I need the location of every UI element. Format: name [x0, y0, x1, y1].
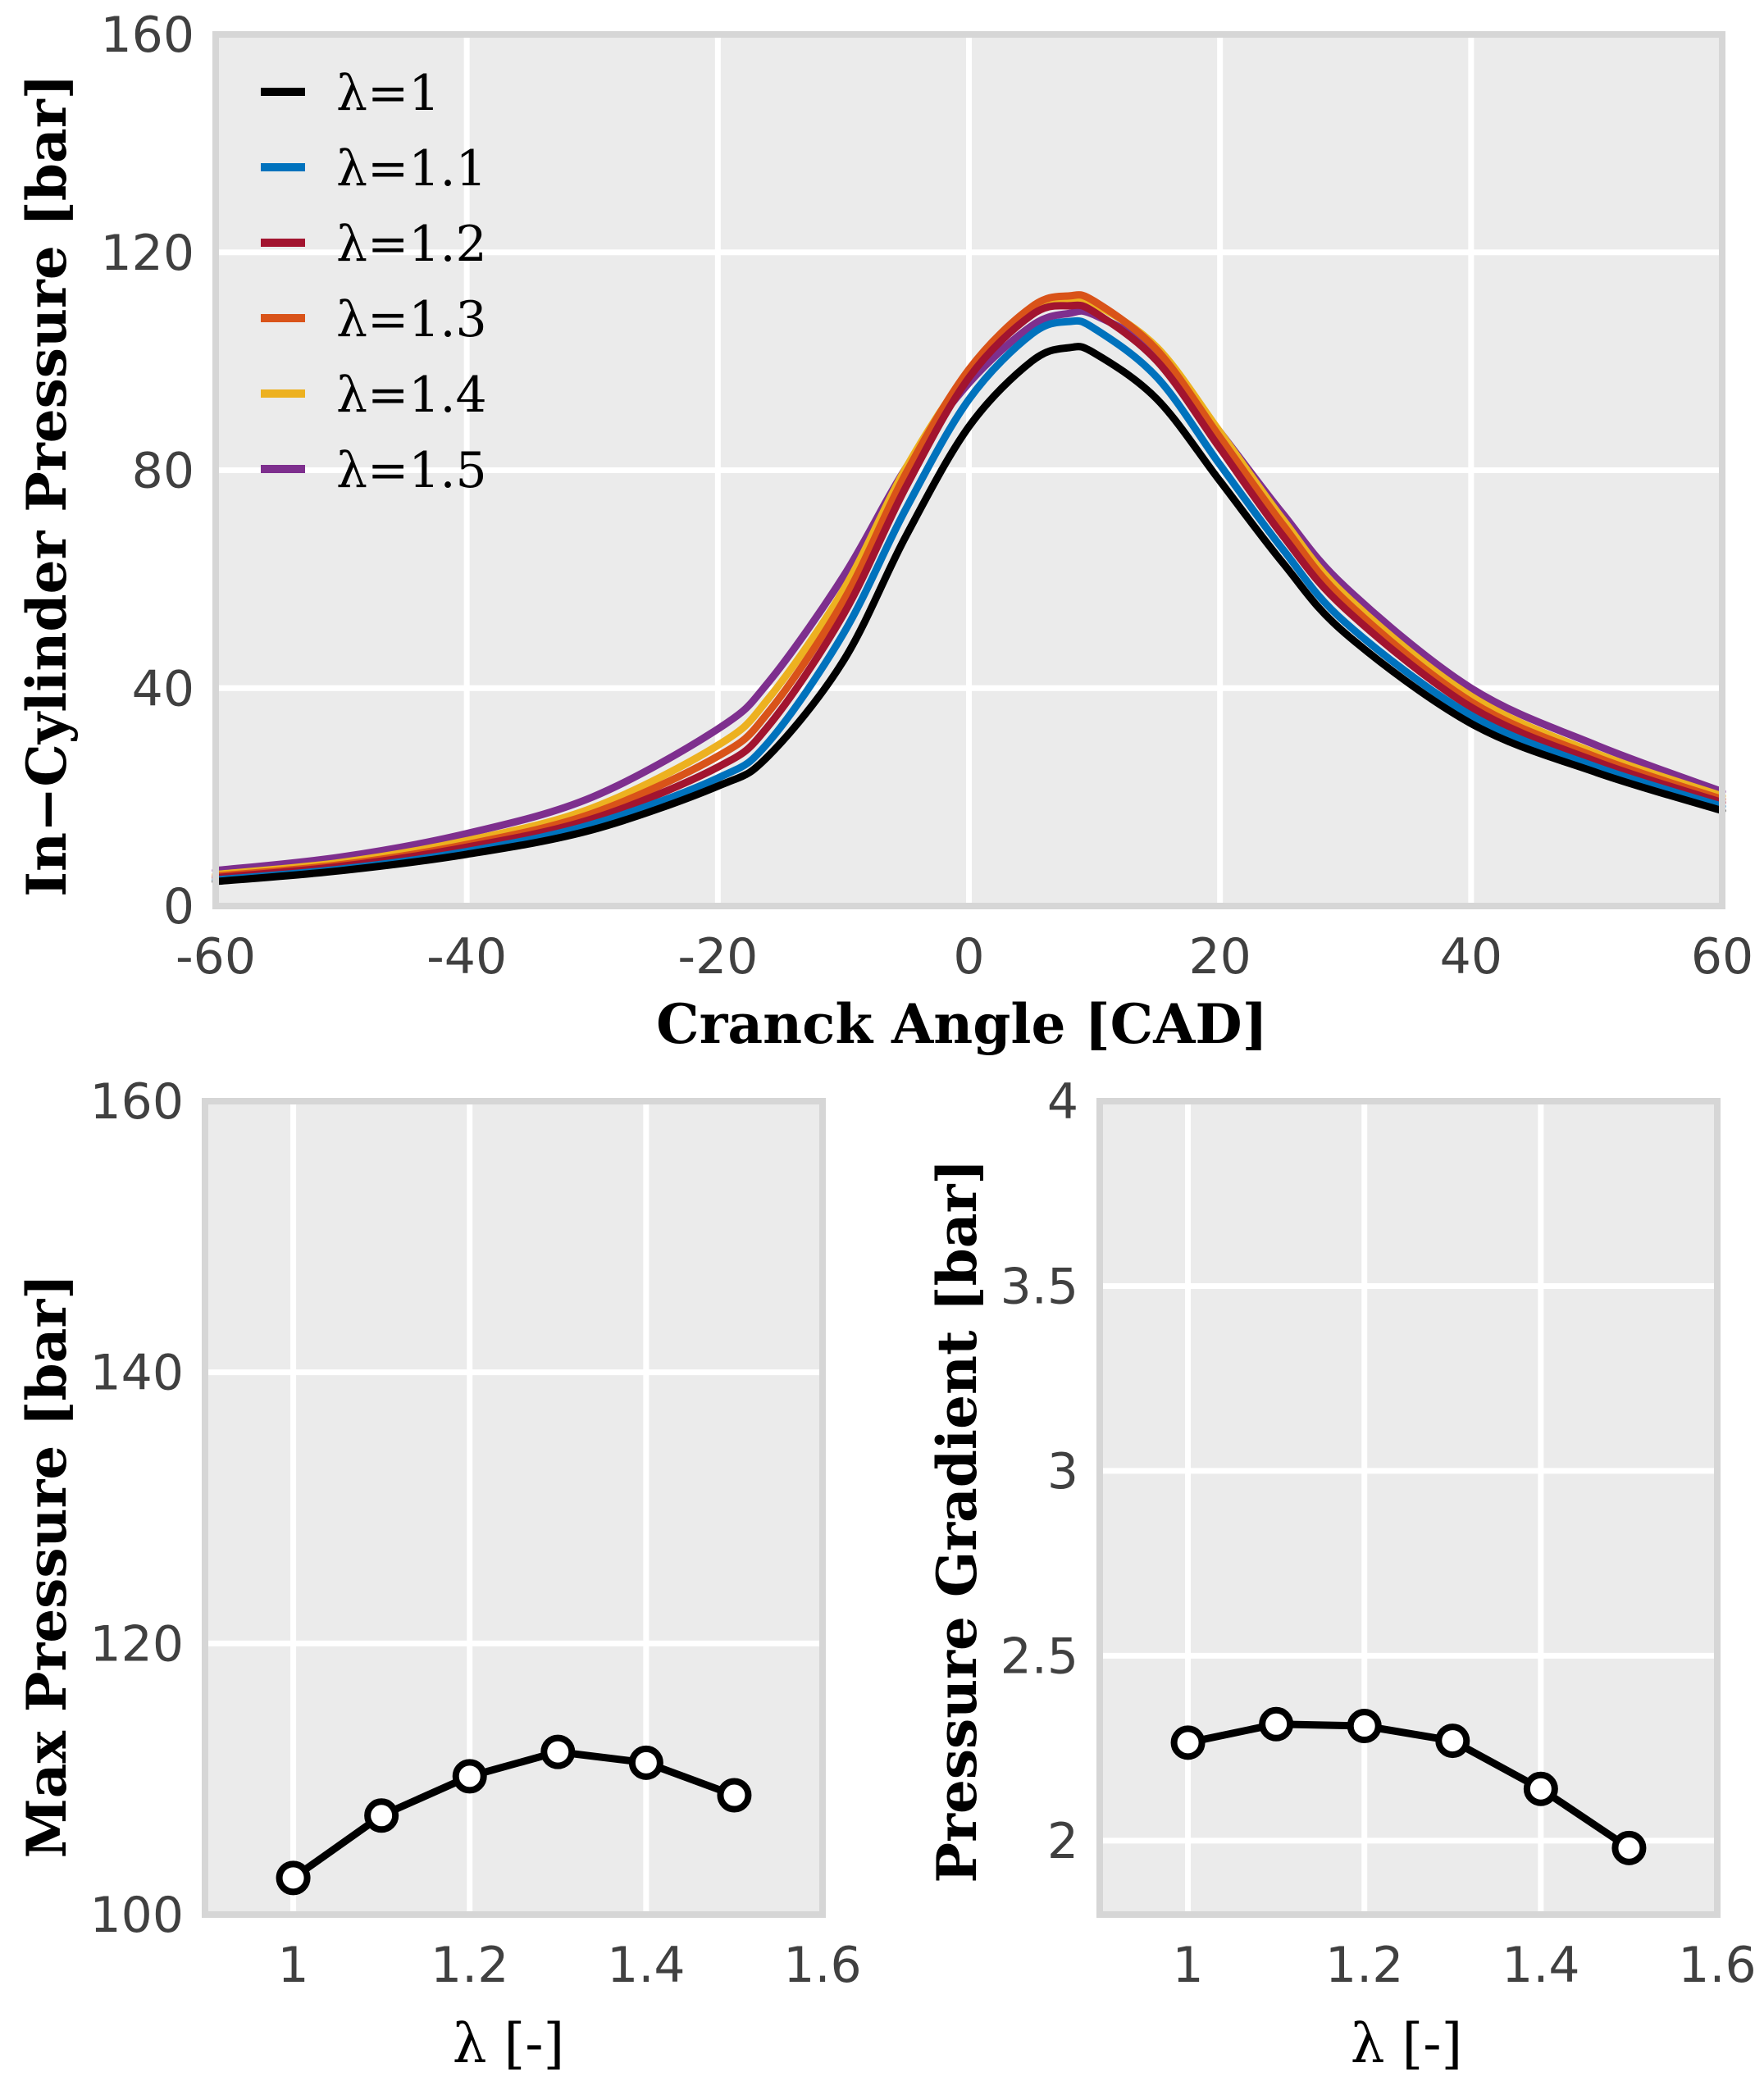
x-tick-labels: 1 1.2 1.4 1.6	[1172, 1937, 1756, 1994]
data-point	[1523, 1771, 1558, 1806]
y-axis-label: In−Cylinder Pressure [bar]	[15, 74, 79, 897]
series-line	[212, 291, 1726, 880]
series-line	[212, 307, 1726, 875]
y-tick-label: 120	[100, 225, 194, 282]
y-axis-label: Pressure Gradient [bar]	[925, 1159, 989, 1883]
pressure-trace-chart: -60 -40 -20 0 20 40 60 0 40 80 120 160 Cranck Angl…	[15, 7, 1753, 1056]
series-line	[212, 316, 1726, 884]
series-lines	[212, 291, 1726, 886]
data-point	[1435, 1724, 1470, 1759]
legend-entry: λ=1.2	[336, 216, 487, 273]
x-tick-label: 1.2	[1325, 1937, 1403, 1994]
max-pressure-chart: 1 1.2 1.4 1.6 100 120 140 160 λ [-] Max Pressu…	[15, 1073, 862, 2075]
legend-entry: λ=1.5	[336, 442, 487, 499]
data-point	[1170, 1725, 1206, 1760]
x-tick-label: 1.4	[1502, 1937, 1579, 1994]
data-point	[628, 1745, 663, 1780]
x-tick-label: 0	[953, 928, 984, 986]
x-tick-label: 1.6	[1678, 1937, 1756, 1994]
series-lines	[1170, 1706, 1647, 1865]
legend-entry: λ=1	[336, 65, 440, 122]
x-tick-label: -60	[175, 928, 256, 986]
y-tick-label: 3.5	[1001, 1258, 1078, 1315]
x-axis-label: Cranck Angle [CAD]	[656, 992, 1268, 1056]
y-tick-label: 80	[132, 443, 194, 500]
legend-entry: λ=1.1	[336, 140, 487, 198]
plot-frame	[202, 1098, 826, 1918]
plot-area	[205, 1101, 823, 1915]
y-tick-label: 160	[100, 7, 194, 64]
series-lines	[276, 1734, 752, 1896]
x-tick-labels: 1 1.2 1.4 1.6	[277, 1937, 861, 1994]
y-tick-label: 140	[89, 1345, 184, 1402]
x-tick-label: 60	[1691, 928, 1753, 986]
plot-area	[1100, 1101, 1717, 1915]
x-tick-label: 1.4	[607, 1937, 685, 1994]
y-tick-label: 120	[89, 1615, 184, 1673]
series-line	[212, 301, 1726, 881]
y-tick-labels: 100 120 140 160	[89, 1073, 184, 1944]
x-tick-labels: -60 -40 -20 0 20 40 60	[175, 928, 1753, 986]
y-tick-label: 2.5	[1001, 1628, 1078, 1685]
y-tick-label: 3	[1047, 1443, 1078, 1500]
data-point	[1347, 1709, 1382, 1744]
x-tick-label: 1.2	[431, 1937, 508, 1994]
data-point	[276, 1860, 311, 1896]
x-tick-label: 20	[1188, 928, 1251, 986]
series-line	[212, 343, 1726, 886]
plot-frame	[212, 31, 1725, 909]
data-point	[364, 1798, 399, 1833]
data-point	[452, 1759, 487, 1794]
data-point	[1259, 1706, 1294, 1742]
plot-frame	[1096, 1098, 1721, 1918]
y-tick-labels: 2 2.5 3 3.5 4	[1001, 1073, 1078, 1870]
y-axis-label: Max Pressure [bar]	[15, 1274, 79, 1859]
x-tick-label: -40	[426, 928, 507, 986]
data-point	[1611, 1830, 1647, 1865]
data-point	[717, 1778, 752, 1813]
data-point	[540, 1734, 576, 1769]
y-tick-label: 0	[163, 878, 194, 936]
y-tick-label: 160	[89, 1073, 184, 1131]
y-tick-label: 40	[132, 660, 194, 717]
x-axis-label: λ [-]	[1351, 2012, 1463, 2075]
y-tick-label: 2	[1047, 1813, 1078, 1870]
legend: λ=1 λ=1.1 λ=1.2 λ=1.3 λ=1.4 λ=1.5	[261, 65, 487, 499]
x-tick-label: -20	[677, 928, 758, 986]
y-tick-label: 4	[1047, 1073, 1078, 1131]
y-tick-label: 100	[89, 1887, 184, 1944]
x-tick-label: 40	[1440, 928, 1502, 986]
x-tick-label: 1	[1172, 1937, 1203, 1994]
legend-entry: λ=1.4	[336, 367, 487, 424]
legend-entry: λ=1.3	[336, 291, 487, 348]
pressure-gradient-chart: 1 1.2 1.4 1.6 2 2.5 3 3.5 4 λ [-] Pressure Grad…	[925, 1073, 1757, 2075]
x-tick-label: 1.6	[783, 1937, 861, 1994]
x-axis-label: λ [-]	[453, 2012, 565, 2075]
x-tick-label: 1	[277, 1937, 308, 1994]
y-tick-labels: 0 40 80 120 160	[100, 7, 194, 936]
